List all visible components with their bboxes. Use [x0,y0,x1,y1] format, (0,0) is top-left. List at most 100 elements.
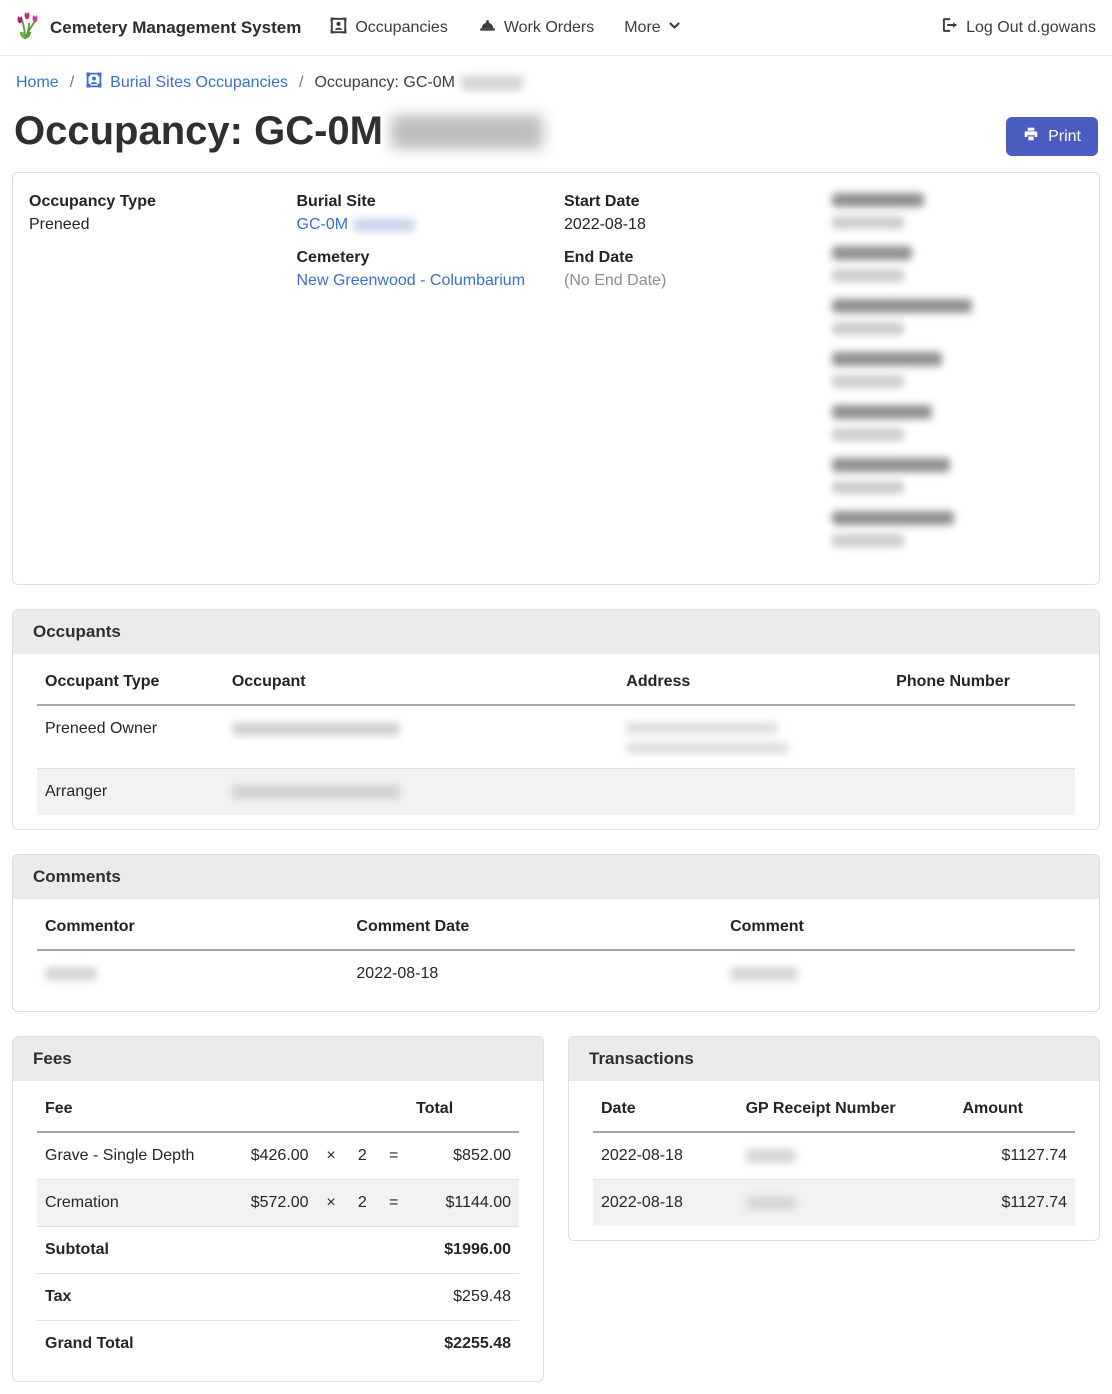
comment-row: 2022-08-18 [37,950,1075,997]
redacted-occupant-name [231,721,400,736]
occupant-type-cell: Arranger [37,768,224,815]
redacted-label [831,352,942,366]
occupants-header: Occupants [13,610,1099,654]
occupancy-type-field: Occupancy Type Preneed [29,193,281,234]
breadcrumb-separator: / [299,73,304,91]
column-header: Phone Number [888,660,1075,706]
portrait-frame-icon [85,71,103,94]
redacted-field [831,405,1084,441]
subtotal-row: Subtotal $1996.00 [37,1226,519,1274]
hard-hat-icon [478,16,497,40]
fee-unit-price-cell: $426.00 [250,1147,309,1164]
transaction-row: 2022-08-18 $1127.74 [593,1132,1075,1180]
occupant-type-cell: Preneed Owner [45,720,158,737]
grand-total-label: Grand Total [37,1320,240,1367]
redacted-field [831,193,1084,229]
grand-total-value: $2255.48 [239,1320,519,1367]
redacted-value [831,269,904,282]
redacted-comment [730,966,799,981]
fee-name-cell: Grave - Single Depth [45,1147,195,1164]
transactions-card: Transactions Date GP Receipt Number Amou… [568,1036,1100,1241]
redacted-value [831,216,904,229]
redacted-gp-receipt-number [745,1148,796,1163]
fee-quantity-cell: 2 [345,1179,380,1227]
redacted-title-id [390,114,543,149]
occupant-row: Arranger [37,768,1075,815]
print-button[interactable]: Print [1006,117,1098,156]
start-date-field: Start Date 2022-08-18 [564,193,816,234]
redacted-burial-site-id [352,217,415,232]
nav-more[interactable]: More [624,19,680,37]
redacted-value [831,428,904,441]
grand-total-row: Grand Total $2255.48 [37,1320,519,1367]
comments-table: Commentor Comment Date Comment 2022-08-1… [37,905,1075,997]
column-header: Total [408,1087,519,1133]
transaction-date-cell: 2022-08-18 [601,1147,683,1164]
transaction-row: 2022-08-18 $1127.74 [593,1179,1075,1226]
logout-button[interactable]: Log Out d.gowans [940,16,1096,39]
fee-total-cell: $1144.00 [408,1179,519,1227]
cemetery-link[interactable]: New Greenwood - Columbarium [296,272,526,289]
comments-card: Comments Commentor Comment Date Comment … [12,854,1100,1012]
multiply-sign: × [326,1147,336,1164]
column-header: Address [618,660,889,706]
column-header: Comment [722,905,1075,951]
chevron-down-icon [668,19,681,37]
end-date-field: End Date (No End Date) [564,249,816,290]
breadcrumb-occupancies-label: Burial Sites Occupancies [110,73,288,91]
comments-header: Comments [13,855,1099,899]
tax-value: $259.48 [239,1273,519,1321]
burial-site-label: Burial Site [296,193,376,210]
details-column-1: Occupancy Type Preneed [29,193,281,249]
column-header: Occupant [223,660,619,706]
occupancy-type-value: Preneed [29,216,90,233]
app-title: Cemetery Management System [50,17,302,37]
subtotal-value: $1996.00 [239,1226,519,1274]
redacted-field [831,511,1084,547]
multiply-sign: × [316,1179,346,1227]
fee-quantity-cell: 2 [357,1147,367,1164]
page-title-text: Occupancy: GC-0M [14,109,383,153]
breadcrumb-occupancies-link[interactable]: Burial Sites Occupancies [85,71,288,94]
redacted-value [831,481,904,494]
redacted-field [831,246,1084,282]
occupants-table: Occupant Type Occupant Address Phone Num… [37,660,1075,815]
fees-card: Fees Fee Total Grave - Single Depth $426… [12,1036,544,1382]
logout-label: Log Out d.gowans [966,18,1096,36]
fee-unit-price-cell: $572.00 [239,1179,317,1227]
sign-out-icon [940,16,958,39]
redacted-address-line [626,722,779,734]
transactions-header: Transactions [569,1037,1099,1081]
cemetery-field: Cemetery New Greenwood - Columbarium [297,249,549,290]
app-brand[interactable]: Cemetery Management System [16,10,301,45]
nav-occupancies-label: Occupancies [355,18,448,36]
print-button-label: Print [1048,127,1081,145]
fees-table: Fee Total Grave - Single Depth $426.00 ×… [37,1087,519,1367]
tax-label: Tax [37,1273,240,1321]
details-column-2: Burial Site GC-0M Cemetery New Greenwood… [297,193,549,305]
equals-sign: = [379,1179,409,1227]
breadcrumb-home-link[interactable]: Home [16,73,59,91]
column-header: Amount [954,1087,1075,1133]
cemetery-label: Cemetery [296,249,370,266]
transactions-table: Date GP Receipt Number Amount 2022-08-18… [593,1087,1075,1226]
redacted-field [831,352,1084,388]
subtotal-label: Subtotal [37,1226,240,1274]
transaction-amount-cell: $1127.74 [1001,1147,1067,1164]
redacted-value [831,322,904,335]
redacted-label [831,511,954,525]
redacted-gp-receipt-number [745,1195,796,1210]
redacted-value [831,534,904,547]
column-header: Commentor [37,905,349,951]
details-column-4-redacted [831,193,1084,564]
phone-cell [888,768,1075,815]
nav-occupancies[interactable]: Occupancies [329,16,448,40]
burial-site-link[interactable]: GC-0M [296,216,349,233]
main-nav: Occupancies Work Orders More [329,16,680,40]
title-row: Occupancy: GC-0M Print [0,103,1112,172]
redacted-label [831,299,972,313]
nav-work-orders[interactable]: Work Orders [478,16,594,40]
fee-row: Grave - Single Depth $426.00 × 2 = $852.… [37,1132,519,1180]
redacted-value [831,375,904,388]
redacted-occupant-name [231,784,400,799]
